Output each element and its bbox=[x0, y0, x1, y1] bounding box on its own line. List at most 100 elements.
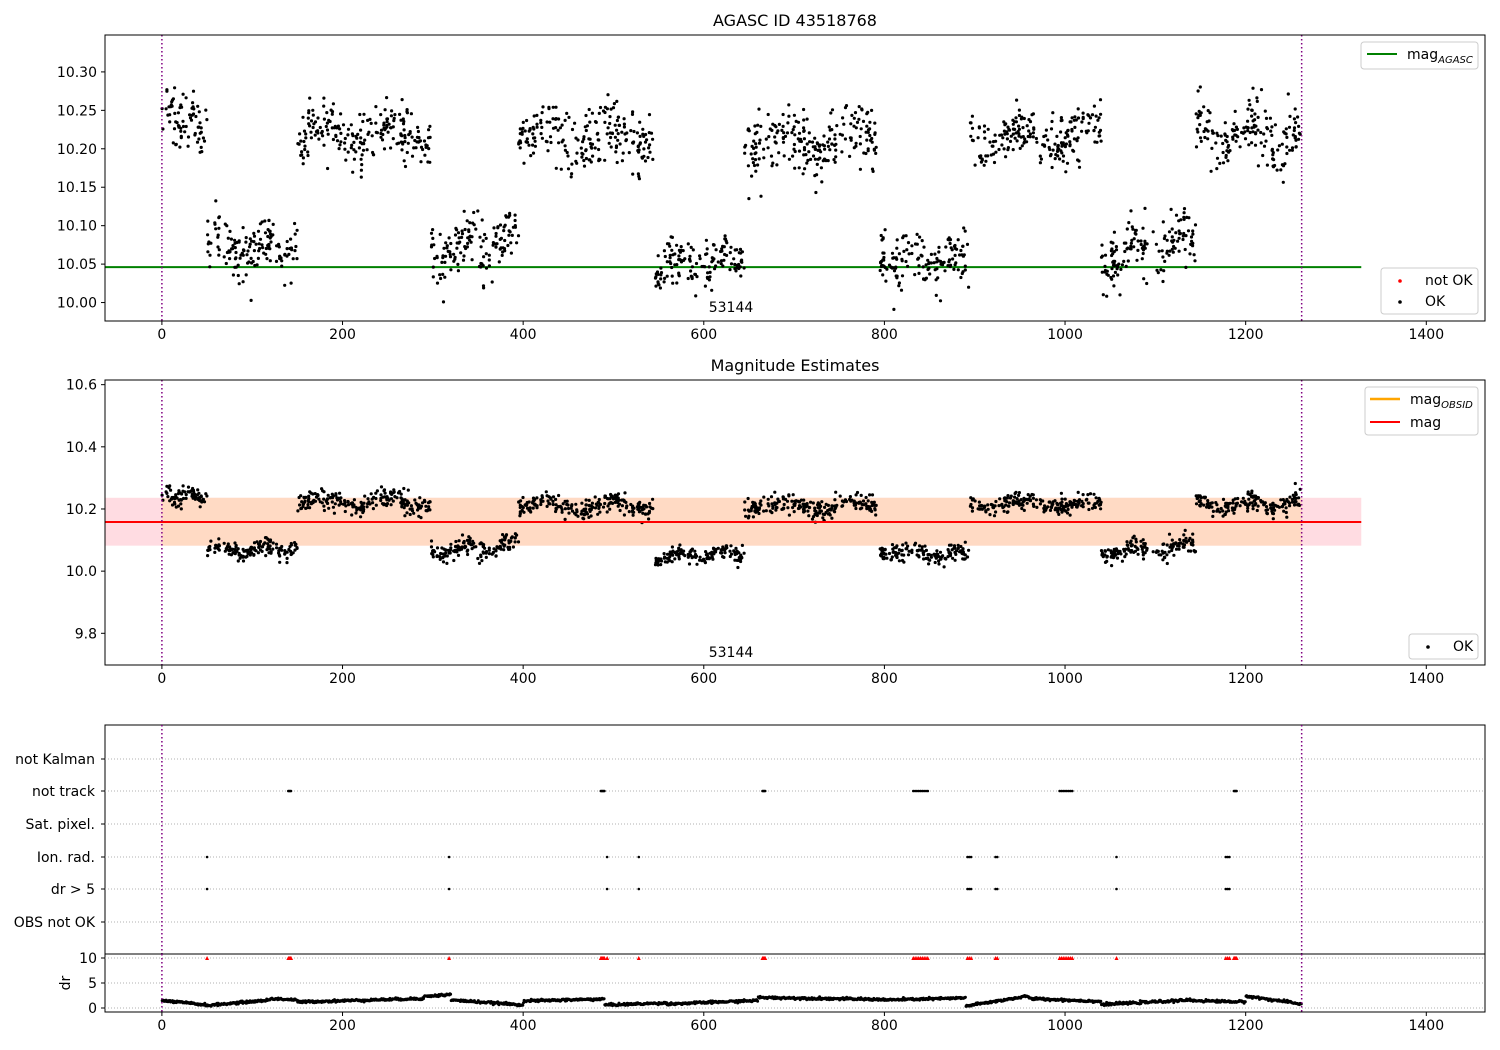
ok-data-point bbox=[986, 154, 990, 158]
ok-estimate-point bbox=[366, 497, 370, 501]
ok-data-point bbox=[849, 138, 853, 142]
ok-data-point bbox=[1126, 259, 1130, 263]
ok-data-point bbox=[1044, 128, 1048, 132]
ok-data-point bbox=[872, 147, 876, 151]
ok-data-point bbox=[491, 241, 495, 245]
ok-data-point bbox=[1025, 124, 1029, 128]
ok-data-point bbox=[468, 238, 472, 242]
ok-estimate-point bbox=[293, 548, 297, 552]
ok-data-point bbox=[827, 125, 831, 129]
ok-data-point bbox=[518, 132, 522, 136]
ok-estimate-point bbox=[258, 539, 263, 544]
ok-data-point bbox=[521, 120, 525, 124]
ok-data-point bbox=[498, 223, 503, 227]
ok-estimate-point bbox=[1093, 502, 1097, 506]
ok-data-point bbox=[703, 265, 707, 269]
ok-estimate-point bbox=[598, 510, 602, 514]
ok-data-point bbox=[1163, 259, 1167, 263]
ok-data-point bbox=[548, 135, 553, 139]
ok-data-point bbox=[206, 233, 210, 237]
ok-estimate-point bbox=[1231, 508, 1235, 512]
ok-data-point bbox=[1234, 139, 1238, 143]
ok-data-point bbox=[982, 163, 986, 167]
ok-data-point bbox=[569, 175, 573, 179]
ok-data-point bbox=[1294, 138, 1298, 142]
ok-estimate-point bbox=[196, 497, 200, 501]
ok-data-point bbox=[808, 140, 812, 144]
ok-data-point bbox=[1151, 230, 1155, 234]
ok-estimate-point bbox=[1081, 502, 1085, 506]
ok-estimate-point bbox=[994, 499, 998, 504]
ok-data-point bbox=[614, 150, 618, 154]
ok-data-point bbox=[690, 265, 695, 269]
ok-data-point bbox=[630, 112, 635, 116]
ok-data-point bbox=[563, 118, 567, 122]
ok-estimate-point bbox=[809, 500, 813, 504]
ok-data-point bbox=[405, 108, 409, 112]
ok-data-point bbox=[597, 147, 601, 152]
ok-estimate-point bbox=[482, 543, 486, 547]
ok-data-point bbox=[816, 142, 820, 146]
ok-data-point bbox=[1056, 154, 1060, 158]
ok-estimate-point bbox=[693, 552, 698, 557]
ok-data-point bbox=[638, 141, 643, 145]
ok-estimate-point bbox=[1238, 504, 1242, 508]
ok-data-point bbox=[750, 144, 754, 148]
dr-point bbox=[756, 999, 760, 1003]
ok-data-point bbox=[556, 128, 560, 132]
ok-data-point bbox=[1207, 119, 1211, 123]
ok-data-point bbox=[191, 101, 195, 105]
ok-estimate-point bbox=[590, 501, 595, 505]
ok-estimate-point bbox=[808, 506, 812, 510]
ok-data-point bbox=[1292, 128, 1296, 133]
ok-data-point bbox=[632, 129, 636, 134]
ok-data-point bbox=[444, 254, 448, 258]
ok-data-point bbox=[1098, 98, 1103, 102]
ok-data-point bbox=[1011, 148, 1015, 152]
ok-data-point bbox=[864, 130, 868, 134]
ok-data-point bbox=[334, 133, 338, 137]
ok-data-point bbox=[570, 127, 575, 132]
ok-data-point bbox=[456, 262, 460, 266]
ok-estimate-point bbox=[241, 547, 245, 552]
ok-data-point bbox=[311, 125, 315, 130]
ok-data-point bbox=[948, 241, 952, 246]
ok-estimate-point bbox=[217, 537, 221, 541]
ok-estimate-point bbox=[1227, 509, 1231, 513]
ok-data-point bbox=[813, 145, 817, 149]
ok-data-point bbox=[374, 105, 378, 109]
ok-data-point bbox=[897, 281, 902, 285]
ok-estimate-point bbox=[326, 493, 330, 497]
ok-estimate-point bbox=[502, 544, 506, 548]
ok-estimate-point bbox=[1130, 543, 1134, 547]
ok-estimate-point bbox=[390, 492, 394, 496]
ok-data-point bbox=[432, 243, 436, 247]
ok-estimate-point bbox=[885, 556, 889, 560]
ok-estimate-point bbox=[456, 546, 460, 550]
ok-data-point bbox=[662, 280, 666, 284]
ok-estimate-point bbox=[337, 503, 341, 507]
ok-data-point bbox=[382, 123, 386, 127]
ok-estimate-point bbox=[1051, 502, 1055, 506]
ok-estimate-point bbox=[690, 556, 694, 560]
ok-data-point bbox=[708, 275, 712, 279]
ok-estimate-point bbox=[1034, 498, 1038, 502]
ok-data-point bbox=[1124, 241, 1128, 245]
ok-data-point bbox=[511, 225, 515, 229]
ok-data-point bbox=[1169, 207, 1173, 211]
ok-data-point bbox=[622, 125, 627, 129]
ok-data-point bbox=[535, 125, 539, 129]
ok-data-point bbox=[1232, 122, 1236, 126]
ok-data-point bbox=[792, 142, 797, 147]
ok-estimate-point bbox=[1165, 561, 1169, 566]
ok-data-point bbox=[382, 147, 387, 151]
x-tick-label: 1000 bbox=[1047, 671, 1083, 687]
ok-data-point bbox=[677, 254, 681, 258]
ok-estimate-point bbox=[354, 511, 358, 515]
ok-data-point bbox=[1131, 227, 1135, 231]
ok-data-point bbox=[1026, 134, 1030, 139]
ok-estimate-point bbox=[581, 509, 585, 513]
ok-data-point bbox=[359, 136, 363, 140]
ok-estimate-point bbox=[1094, 496, 1098, 500]
ok-estimate-point bbox=[716, 546, 720, 550]
